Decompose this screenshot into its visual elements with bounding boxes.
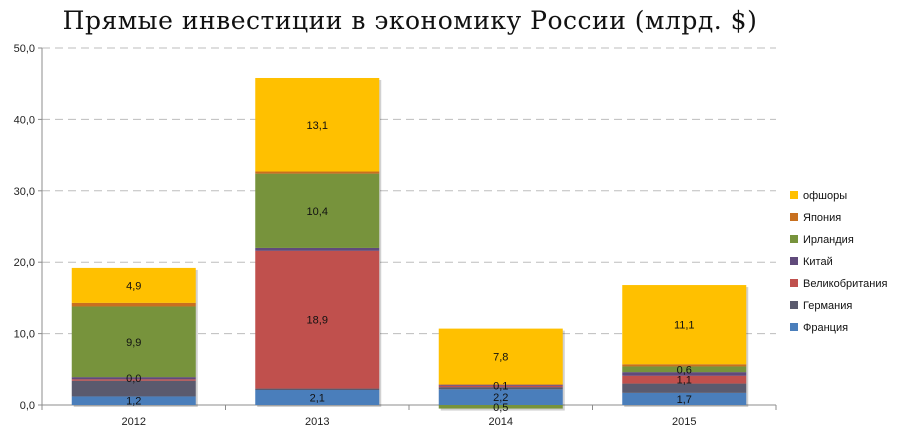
bars — [71, 77, 749, 411]
legend-label: Великобритания — [803, 278, 888, 290]
bar-segment — [71, 379, 196, 381]
data-label: 1,7 — [677, 394, 692, 406]
legend-swatch — [790, 279, 798, 287]
y-tick-label: 20,0 — [14, 257, 35, 269]
legend-label: Ирландия — [803, 234, 854, 246]
legend-label: Китай — [803, 256, 833, 268]
data-label: 2,1 — [310, 393, 325, 405]
y-tick-label: 40,0 — [14, 114, 35, 126]
data-label: 1,1 — [677, 375, 692, 387]
bar-segment — [71, 396, 196, 405]
bar-segment — [438, 328, 563, 385]
bar-segment — [255, 173, 380, 248]
data-label: 10,4 — [307, 206, 328, 218]
bar-segment — [622, 285, 747, 365]
data-label: 0,5 — [493, 402, 508, 414]
data-label: 4,9 — [126, 280, 141, 292]
bar-segment — [71, 267, 196, 303]
data-label: 0,0 — [126, 373, 141, 385]
legend-swatch — [790, 257, 798, 265]
bar-segment — [255, 390, 380, 405]
data-label: 1,2 — [126, 396, 141, 408]
bar-segment — [438, 385, 563, 388]
bar-segment — [71, 377, 196, 380]
bar-segment — [255, 388, 380, 391]
data-label: 0,6 — [677, 364, 692, 376]
bar-segment — [622, 366, 747, 373]
legend: офшоры Япония Ирландия Китай Великобритания Г… — [790, 190, 888, 334]
legend-swatch — [790, 323, 798, 331]
legend-label: Франция — [803, 322, 848, 334]
y-tick-label: 50,0 — [14, 43, 35, 55]
data-label: 2,2 — [493, 392, 508, 404]
bar-segment — [622, 383, 747, 393]
bar-segment — [255, 247, 380, 251]
bar-segment — [71, 380, 196, 397]
bar-segment — [255, 77, 380, 172]
bar-segment — [438, 387, 563, 390]
legend-swatch — [790, 191, 798, 199]
bar-segment — [71, 306, 196, 378]
legend-label: офшоры — [803, 190, 847, 202]
x-tick-label: 2013 — [305, 416, 329, 428]
data-label: 11,1 — [674, 320, 695, 332]
bar-segment — [438, 385, 563, 386]
data-labels: 1,2 0,0 9,9 4,9 2,1 18,9 10,4 13,1 2,20,1 0,5 7,8 1… — [126, 120, 694, 414]
legend-swatch — [790, 301, 798, 309]
data-label: 7,8 — [493, 351, 508, 363]
data-label: 13,1 — [307, 120, 328, 132]
y-tick-label: 10,0 — [14, 329, 35, 341]
bar-segment — [71, 302, 196, 307]
bar-segment — [438, 384, 563, 386]
bar-segment — [622, 392, 747, 405]
x-axis: 2012 2013 2014 2015 — [41, 404, 777, 428]
x-tick-label: 2015 — [672, 416, 696, 428]
data-label: 9,9 — [126, 337, 141, 349]
data-label: 0,1 — [493, 380, 508, 392]
y-tick-label: 0,0 — [20, 400, 35, 412]
x-tick-label: 2012 — [122, 416, 146, 428]
x-tick-label: 2014 — [489, 416, 513, 428]
y-axis: 0,0 10,0 20,0 30,0 40,0 50,0 — [14, 43, 43, 412]
legend-label: Япония — [803, 212, 841, 224]
bar-segment — [255, 171, 380, 174]
legend-label: Германия — [803, 300, 852, 312]
chart-title: Прямые инвестиции в экономику России (мл… — [62, 6, 758, 35]
legend-swatch — [790, 213, 798, 221]
bar-segment — [622, 375, 747, 384]
data-label: 18,9 — [307, 315, 328, 327]
bar-segment — [438, 405, 563, 409]
y-tick-label: 30,0 — [14, 186, 35, 198]
legend-swatch — [790, 235, 798, 243]
bar-segment — [622, 364, 747, 367]
bar-segment — [622, 372, 747, 376]
bar-segment — [438, 389, 563, 405]
bar-segment — [255, 250, 380, 389]
